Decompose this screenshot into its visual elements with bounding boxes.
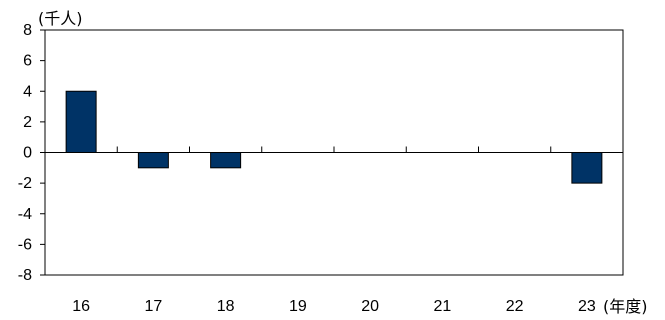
bar-18 <box>210 152 242 169</box>
x-tick-label: 16 <box>72 298 90 315</box>
y-tick-label: 0 <box>23 145 32 162</box>
x-tick-label: 19 <box>289 298 307 315</box>
y-tick-label: -6 <box>18 236 32 253</box>
x-tick-label: 21 <box>433 298 451 315</box>
y-tick-label: 4 <box>23 83 32 100</box>
y-tick-label: 8 <box>23 22 32 39</box>
x-axis-unit-label: (年度) <box>603 297 648 316</box>
x-tick-label: 17 <box>144 298 162 315</box>
x-tick-label: 23 <box>578 298 596 315</box>
y-tick-label: 6 <box>23 53 32 70</box>
bar-23 <box>571 152 603 184</box>
y-tick-label: 2 <box>23 114 32 131</box>
y-tick-label: -2 <box>18 175 32 192</box>
bar-17 <box>137 152 169 169</box>
y-tick-label: -8 <box>18 267 32 284</box>
x-tick-label: 22 <box>506 298 524 315</box>
y-axis-unit-label: (千人) <box>38 9 83 28</box>
bar-16 <box>65 90 97 153</box>
x-tick-label: 18 <box>217 298 235 315</box>
y-tick-label: -4 <box>18 206 32 223</box>
x-tick-label: 20 <box>361 298 379 315</box>
